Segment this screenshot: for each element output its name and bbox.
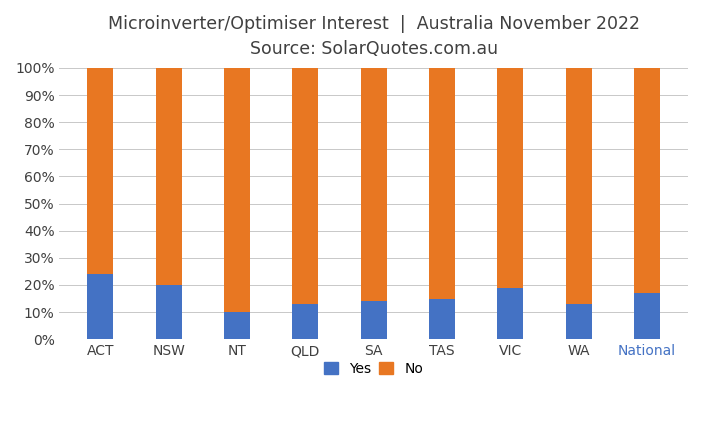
Bar <box>155 68 181 285</box>
Bar <box>87 274 113 339</box>
Bar <box>292 68 318 304</box>
Bar <box>497 288 523 339</box>
Bar <box>566 68 592 304</box>
Bar <box>429 298 455 339</box>
Bar <box>87 68 113 274</box>
Bar <box>155 285 181 339</box>
Bar <box>361 301 387 339</box>
Bar <box>224 68 250 312</box>
Legend: Yes, No: Yes, No <box>318 356 429 381</box>
Bar <box>497 68 523 288</box>
Bar <box>634 293 660 339</box>
Bar <box>566 304 592 339</box>
Bar <box>634 68 660 293</box>
Bar <box>429 68 455 298</box>
Bar <box>361 68 387 301</box>
Bar <box>292 304 318 339</box>
Title: Microinverter/Optimiser Interest  |  Australia November 2022
Source: SolarQuotes: Microinverter/Optimiser Interest | Austr… <box>108 15 640 58</box>
Bar <box>224 312 250 339</box>
